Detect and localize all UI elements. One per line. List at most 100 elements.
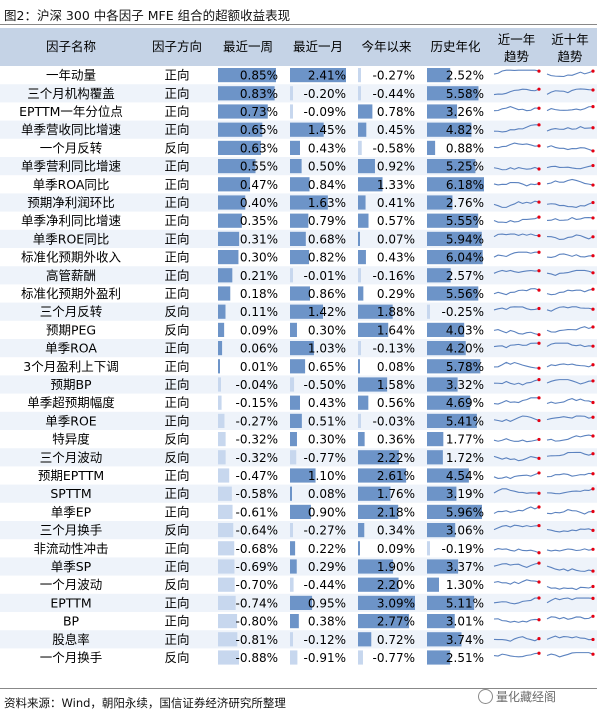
- trend-endpoint-dot: [537, 505, 541, 509]
- trend-1y-sparkline: [493, 652, 540, 658]
- trend-endpoint-dot: [537, 396, 541, 400]
- trend-1y-sparkline: [493, 415, 540, 422]
- return-bar: [358, 395, 369, 410]
- trend-1y-sparkline: [493, 166, 540, 171]
- return-bar: [427, 68, 451, 83]
- trend-endpoint-dot: [591, 509, 595, 514]
- factor-direction: 正向: [164, 632, 189, 647]
- return-value: 1.76%: [377, 487, 415, 501]
- return-bar: [290, 559, 297, 574]
- return-bar: [290, 541, 296, 556]
- trend-1y-sparkline: [493, 472, 540, 480]
- trend-endpoint-dot: [591, 415, 595, 419]
- return-value: 0.92%: [377, 160, 415, 174]
- return-bar-negative: [290, 450, 297, 465]
- return-bar-negative: [290, 377, 295, 392]
- return-bar: [218, 322, 225, 337]
- trend-endpoint-dot: [591, 149, 595, 153]
- return-bar-negative: [358, 413, 361, 428]
- return-bar-negative: [218, 486, 232, 501]
- return-bar-negative: [290, 632, 293, 647]
- factor-direction: 正向: [164, 286, 189, 301]
- return-value: 0.57%: [377, 214, 415, 228]
- factor-direction: 正向: [164, 268, 189, 283]
- column-header: 因子名称: [46, 39, 96, 54]
- trend-endpoint-dot: [591, 183, 595, 187]
- trend-10y-sparkline: [546, 88, 594, 95]
- column-header: 近十年: [551, 32, 589, 47]
- return-bar: [290, 432, 297, 447]
- return-bar: [290, 159, 302, 174]
- trend-10y-sparkline: [546, 126, 594, 132]
- return-bar: [427, 504, 482, 519]
- return-bar: [358, 614, 410, 629]
- return-value: -0.20%: [304, 87, 346, 101]
- return-bar-negative: [218, 650, 239, 665]
- factor-name: 非流动性冲击: [33, 541, 108, 556]
- return-bar-negative: [218, 450, 226, 465]
- wechat-logo-icon: [478, 689, 493, 704]
- trend-endpoint-dot: [537, 637, 541, 641]
- factor-direction: 反向: [164, 650, 189, 665]
- return-bar-negative: [290, 104, 293, 119]
- return-value: 0.86%: [308, 287, 346, 301]
- trend-endpoint-dot: [537, 306, 541, 311]
- trend-1y-sparkline: [493, 269, 540, 274]
- trend-endpoint-dot: [537, 523, 541, 528]
- trend-1y-sparkline: [493, 438, 540, 443]
- return-bar: [427, 213, 479, 228]
- return-bar-negative: [218, 632, 238, 647]
- return-value: 5.96%: [446, 505, 484, 519]
- trend-endpoint-dot: [591, 652, 595, 656]
- return-value: 2.76%: [446, 196, 484, 210]
- return-bar: [358, 523, 365, 538]
- return-value: 0.22%: [308, 542, 346, 556]
- trend-endpoint-dot: [537, 456, 541, 460]
- factor-name: 3个月盈利上下调: [23, 359, 118, 374]
- trend-1y-sparkline: [493, 328, 540, 336]
- trend-endpoint-dot: [537, 618, 541, 622]
- trend-endpoint-dot: [537, 551, 541, 555]
- return-value: 1.33%: [377, 178, 415, 192]
- trend-10y-sparkline: [546, 379, 594, 385]
- factor-name: 单季ROE同比: [33, 231, 109, 246]
- return-bar: [218, 68, 276, 83]
- return-value: 2.51%: [446, 651, 484, 665]
- trend-1y-sparkline: [493, 106, 540, 112]
- trend-endpoint-dot: [591, 637, 595, 642]
- return-bar: [358, 159, 375, 174]
- factor-direction: 正向: [164, 86, 189, 101]
- return-bar: [427, 86, 479, 101]
- factor-direction: 正向: [164, 104, 189, 119]
- trend-10y-sparkline: [546, 434, 594, 442]
- trend-1y-sparkline: [493, 597, 540, 605]
- return-bar: [358, 286, 364, 301]
- return-bar: [218, 231, 240, 246]
- trend-1y-sparkline: [493, 251, 539, 258]
- return-value: 0.56%: [377, 396, 415, 410]
- return-bar: [290, 122, 324, 137]
- return-value: 4.54%: [446, 469, 484, 483]
- return-value: -0.77%: [304, 451, 346, 465]
- trend-1y-sparkline: [493, 124, 540, 133]
- return-bar: [427, 341, 466, 356]
- trend-1y-sparkline: [493, 69, 540, 75]
- factor-direction: 反向: [164, 322, 189, 337]
- trend-endpoint-dot: [591, 307, 595, 311]
- column-header: 今年以来: [361, 39, 412, 54]
- trend-endpoint-dot: [591, 584, 595, 589]
- return-value: 3.32%: [446, 378, 484, 392]
- trend-10y-sparkline: [546, 306, 594, 312]
- factor-name: 单季ROA: [45, 341, 97, 356]
- trend-1y-sparkline: [493, 200, 540, 208]
- return-value: 0.65%: [308, 360, 346, 374]
- trend-10y-sparkline: [546, 528, 594, 533]
- return-bar-negative: [427, 541, 430, 556]
- return-bar: [218, 268, 233, 283]
- return-bar: [427, 286, 479, 301]
- trend-1y-sparkline: [493, 488, 540, 494]
- return-value: -0.44%: [373, 87, 415, 101]
- factor-direction: 反向: [164, 523, 189, 538]
- return-bar: [427, 614, 455, 629]
- return-bar: [358, 104, 373, 119]
